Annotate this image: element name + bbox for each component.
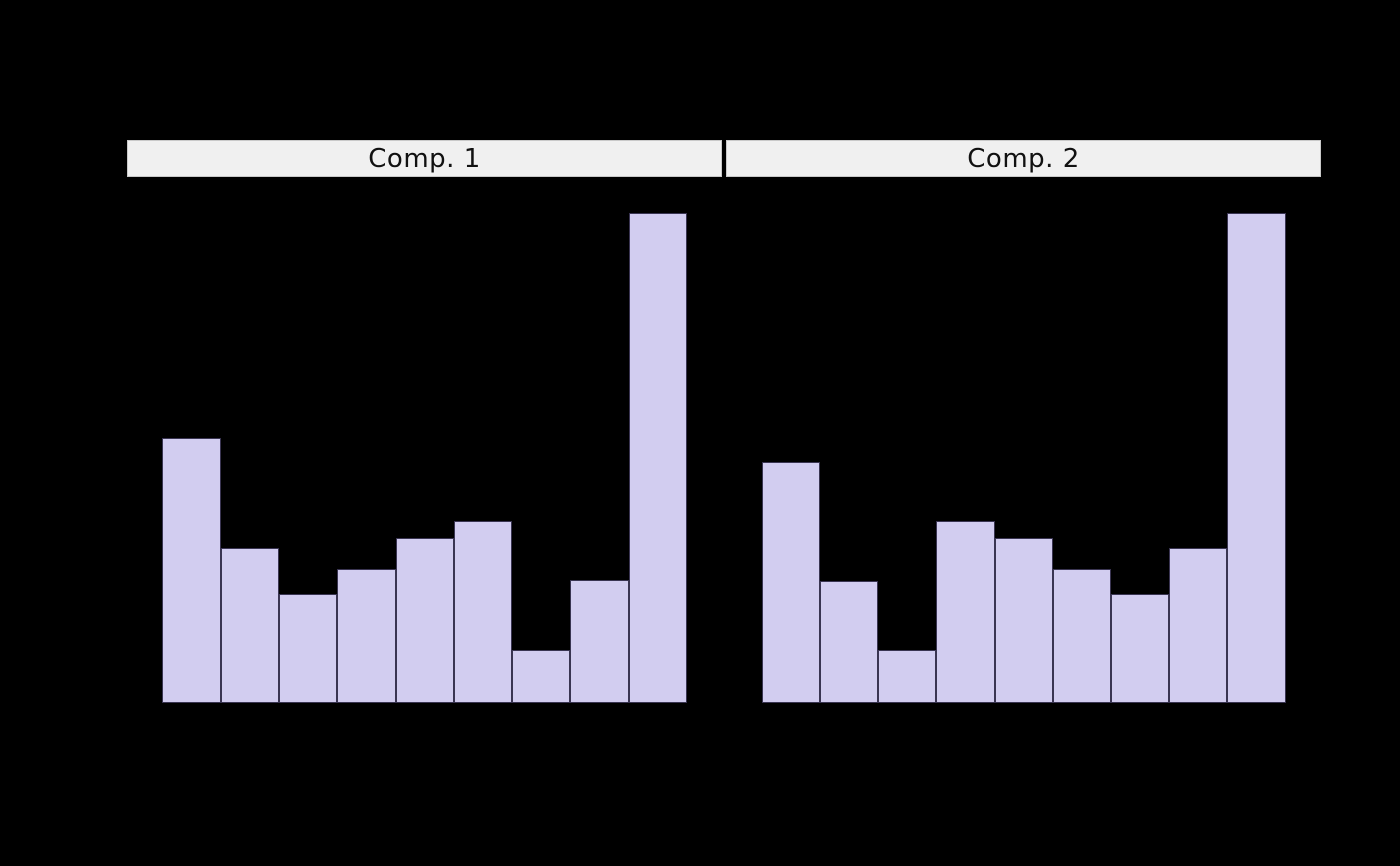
facet-title-label: Comp. 2 — [967, 143, 1080, 174]
histogram-bar — [279, 594, 337, 703]
histogram-bar — [1227, 213, 1286, 703]
histogram-bar — [454, 521, 512, 703]
histogram-bar — [1169, 548, 1227, 703]
facet-title-label: Comp. 1 — [368, 143, 481, 174]
histogram-bar — [762, 462, 820, 703]
histogram-bar — [512, 650, 570, 703]
histogram-bar — [820, 581, 878, 703]
histogram-bar — [1111, 594, 1169, 703]
histogram-bar — [570, 580, 629, 703]
facet-title-strip-comp-1: Comp. 1 — [127, 140, 722, 177]
histogram-bar — [995, 538, 1053, 703]
histogram-bar — [1053, 569, 1111, 703]
facet-title-strip-comp-2: Comp. 2 — [726, 140, 1321, 177]
histogram-bar — [936, 521, 995, 703]
histogram-bar — [878, 650, 936, 703]
histogram-bar — [629, 213, 687, 703]
histogram-bar — [221, 548, 279, 703]
histogram-bar — [337, 569, 396, 703]
histogram-bar — [396, 538, 454, 703]
histogram-bar — [162, 438, 221, 703]
